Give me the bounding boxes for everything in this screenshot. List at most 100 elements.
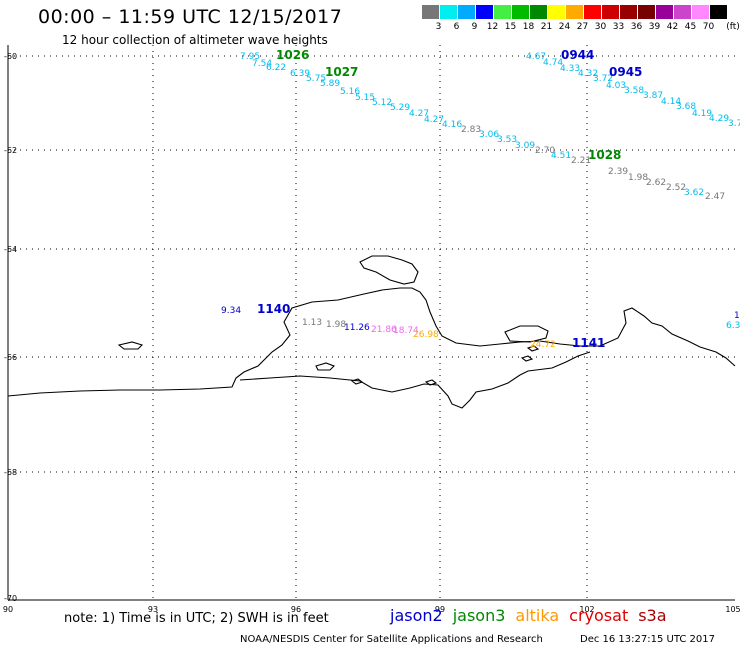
scale-swatch — [692, 5, 709, 19]
scale-swatch — [656, 5, 673, 19]
longitude-labels: 90 93 96 99 102 105 — [3, 605, 740, 614]
wave-height-value: 2.39 — [608, 167, 628, 177]
wave-height-value: 4.14 — [661, 97, 681, 107]
wave-height-value: 2.21 — [571, 156, 591, 166]
pass-time-label: 0944 — [561, 48, 594, 62]
scale-tick-label: 24 — [558, 22, 571, 32]
island-north — [359, 255, 419, 285]
pass-time-label: 1028 — [588, 148, 621, 162]
wave-height-value: 7.54 — [252, 59, 272, 69]
wave-height-value: 18.74 — [393, 326, 419, 336]
scale-tick-label: 39 — [648, 22, 661, 32]
wave-height-value: 1.13 — [302, 318, 322, 328]
wave-height-value: 4.33 — [560, 64, 580, 74]
wave-height-value: 3.09 — [515, 141, 535, 151]
scale-swatch — [674, 5, 691, 19]
page-subtitle: 12 hour collection of altimeter wave hei… — [62, 33, 328, 47]
wave-height-value: 6.39 — [290, 69, 310, 79]
wave-height-value: 4.29 — [709, 114, 729, 124]
scale-swatch — [566, 5, 583, 19]
wave-height-value: 4.27 — [424, 115, 444, 125]
scale-tick-label: 45 — [684, 22, 697, 32]
island-small-5 — [520, 355, 534, 362]
legend-jason3: jason3 — [452, 606, 506, 625]
scale-swatch — [440, 5, 457, 19]
scale-swatch — [476, 5, 493, 19]
scale-tick-label: 15 — [504, 22, 517, 32]
scale-tick-label: 12 — [486, 22, 499, 32]
island-small-west — [117, 341, 144, 350]
map-frame — [7, 45, 735, 601]
legend-altika: altika — [515, 606, 560, 625]
scale-swatch — [602, 5, 619, 19]
scale-unit: (ft) — [726, 22, 740, 32]
wave-height-value: 2.62 — [646, 178, 666, 188]
island-large — [504, 325, 549, 343]
footer-note: note: 1) Time is in UTC; 2) SWH is in fe… — [64, 611, 329, 626]
wave-height-value: 7.95 — [240, 52, 260, 62]
wave-height-value: 9.34 — [221, 306, 241, 316]
island-small-3 — [424, 379, 438, 386]
wave-height-value: 1.98 — [628, 173, 648, 183]
latitude-tick-label: -68 — [4, 468, 17, 477]
inner-shelf-line — [239, 351, 591, 409]
wave-height-value: 3.62 — [684, 188, 704, 198]
wave-height-value: 2.83 — [461, 125, 481, 135]
wave-height-value: 4.27 — [409, 109, 429, 119]
latitude-tick-label: -62 — [4, 146, 17, 155]
longitude-tick-label: 105 — [725, 605, 740, 614]
scale-tick-label: 18 — [522, 22, 535, 32]
wave-height-value: 5.89 — [320, 79, 340, 89]
wave-height-value: 2.47 — [705, 192, 725, 202]
wave-height-value: 5.12 — [372, 98, 392, 108]
wave-height-value: 6.3 — [726, 321, 740, 331]
scale-tick-label: 27 — [576, 22, 589, 32]
wave-height-value: 5.75 — [306, 74, 326, 84]
main-coastline — [7, 287, 736, 397]
legend-s3a: s3a — [638, 606, 667, 625]
wave-height-value: 5.15 — [355, 93, 375, 103]
wave-height-value: 24.72 — [530, 340, 556, 350]
scale-swatch — [620, 5, 637, 19]
island-small-4 — [526, 345, 540, 352]
wave-height-value: 3.58 — [624, 86, 644, 96]
latitude-tick-label: -66 — [4, 353, 17, 362]
scale-tick-label: 3 — [435, 22, 442, 32]
scale-tick-label: 21 — [540, 22, 553, 32]
scale-tick-label: 9 — [471, 22, 478, 32]
scale-tick-label: 6 — [453, 22, 460, 32]
wave-height-value: 2.52 — [666, 183, 686, 193]
legend-cryosat: cryosat — [569, 606, 629, 625]
island-small-1 — [315, 362, 335, 371]
scale-swatch — [710, 5, 727, 19]
wave-height-value: 5.29 — [390, 103, 410, 113]
wave-height-value: 3.87 — [643, 91, 663, 101]
wave-height-value: 5.16 — [340, 87, 360, 97]
wave-height-value: 11 — [734, 311, 740, 321]
pass-time-label: 1141 — [572, 336, 605, 350]
wave-height-value: 4.67 — [526, 52, 546, 62]
longitude-tick-label: 99 — [435, 605, 445, 614]
scale-swatch — [530, 5, 547, 19]
wave-height-value: 4.19 — [692, 109, 712, 119]
page-title: 00:00 – 11:59 UTC 12/15/2017 — [38, 6, 343, 28]
longitude-tick-label: 96 — [291, 605, 301, 614]
wave-height-value: 3.68 — [676, 102, 696, 112]
latitude-tick-label: -70 — [4, 594, 17, 603]
latitude-tick-label: -60 — [4, 52, 17, 61]
wave-height-value: 4.03 — [606, 81, 626, 91]
generated-timestamp: Dec 16 13:27:15 UTC 2017 — [580, 634, 715, 645]
legend-jason2: jason2 — [390, 606, 443, 625]
wave-height-value: 6.22 — [266, 63, 286, 73]
scale-tick-label: 30 — [594, 22, 607, 32]
scale-swatch — [512, 5, 529, 19]
longitude-tick-label: 93 — [148, 605, 158, 614]
antarctic-coastline — [7, 255, 736, 409]
latitude-tick-label: -64 — [4, 245, 17, 254]
scale-tick-label: 42 — [666, 22, 679, 32]
satellite-legend: jason2 jason3 altika cryosat s3a — [390, 606, 677, 625]
wave-height-value: 4.16 — [442, 120, 462, 130]
scale-swatch — [584, 5, 601, 19]
wave-height-value: 4.51 — [551, 151, 571, 161]
